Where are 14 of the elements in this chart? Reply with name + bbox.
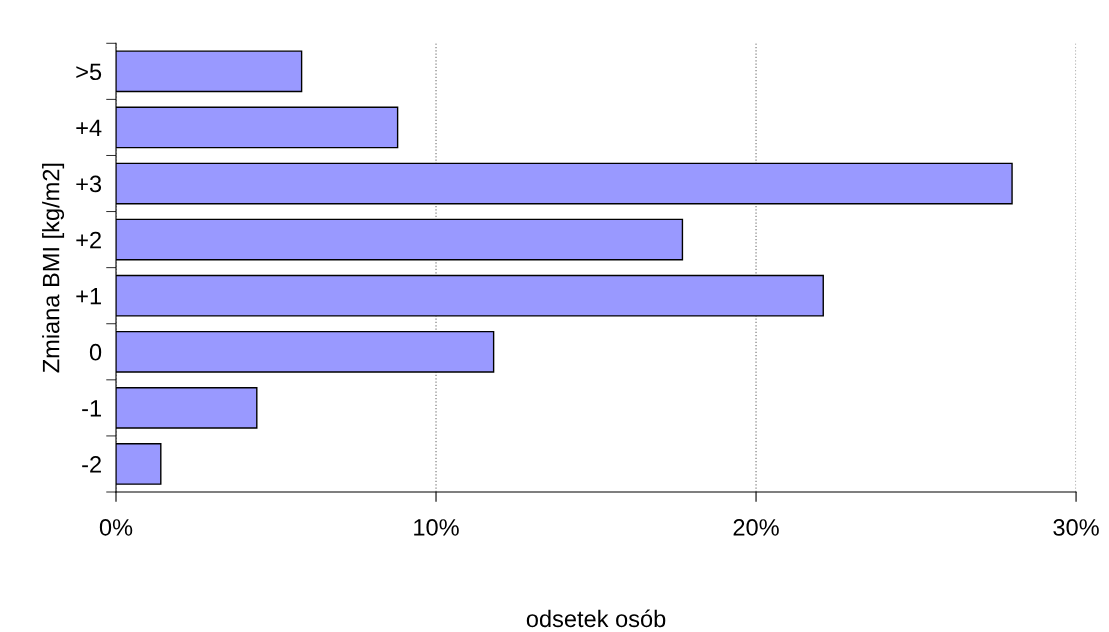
y-tick-label: -1 <box>82 400 101 417</box>
x-tick-label: 0% <box>99 519 133 536</box>
x-tick-label: 10% <box>414 519 459 536</box>
y-tick-label: +1 <box>76 288 101 305</box>
y-tick-label: +2 <box>76 231 101 249</box>
y-axis-title: Zmiana BMI [kg/m2] <box>42 163 65 373</box>
x-axis-title: odsetek osób <box>526 609 666 628</box>
x-tick-label: 20% <box>733 519 779 536</box>
y-tick-label: >5 <box>76 63 102 81</box>
y-tick-label: 0 <box>89 343 102 361</box>
y-tick-label: +4 <box>76 119 102 136</box>
y-tick-label: -2 <box>82 456 101 473</box>
y-tick-label: +3 <box>76 175 102 193</box>
x-tick-label: 30% <box>1053 519 1099 536</box>
